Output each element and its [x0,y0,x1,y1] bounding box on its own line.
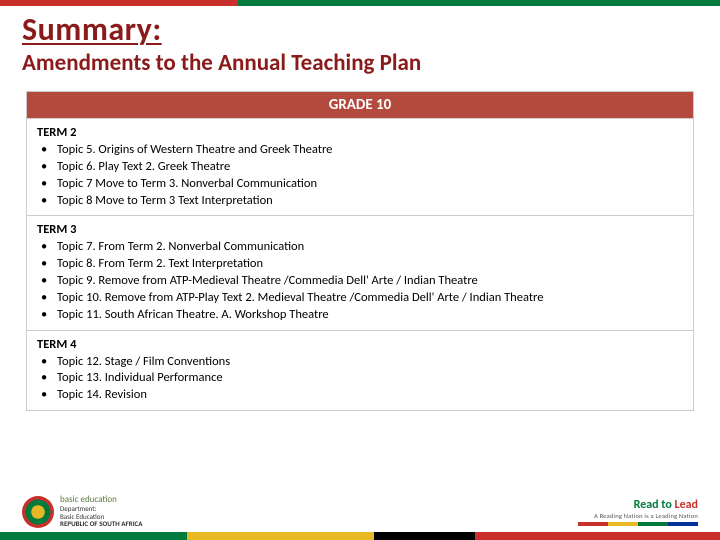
footer-logo-right: Read to Lead A Reading Nation is a Leadi… [578,498,698,526]
list-text: Topic 7. From Term 2. Nonverbal Communic… [57,239,304,256]
list-item: •Topic 7 Move to Term 3. Nonverbal Commu… [41,176,683,193]
top-stripe [0,0,720,6]
content-area: GRADE 10 TERM 2 •Topic 5. Origins of Wes… [0,79,720,411]
page-title: Summary: [22,10,698,49]
list-item: •Topic 10. Remove from ATP-Play Text 2. … [41,290,683,307]
term-list: •Topic 12. Stage / Film Conventions •Top… [37,354,683,405]
list-item: •Topic 14. Revision [41,387,683,404]
term-block: TERM 2 •Topic 5. Origins of Western Thea… [26,119,694,216]
list-text: Topic 9. Remove from ATP-Medieval Theatr… [57,273,478,290]
footer-stripe [0,532,720,540]
brand-tagline: A Reading Nation is a Leading Nation [578,512,698,520]
list-text: Topic 13. Individual Performance [57,370,223,387]
footer-logo-left: basic education Department: Basic Educat… [22,495,143,528]
list-item: •Topic 7. From Term 2. Nonverbal Communi… [41,239,683,256]
list-text: Topic 12. Stage / Film Conventions [57,354,230,371]
read-to-lead: Read to Lead [578,498,698,512]
coat-of-arms-icon [22,496,54,528]
list-item: •Topic 12. Stage / Film Conventions [41,354,683,371]
brand-lead: Lead [675,498,698,512]
header: Summary: Amendments to the Annual Teachi… [0,0,720,79]
term-label: TERM 4 [37,337,683,354]
list-item: •Topic 11. South African Theatre. A. Wor… [41,307,683,324]
footer: basic education Department: Basic Educat… [0,480,720,540]
term-list: •Topic 7. From Term 2. Nonverbal Communi… [37,239,683,323]
list-text: Topic 8. From Term 2. Text Interpretatio… [57,256,263,273]
list-text: Topic 7 Move to Term 3. Nonverbal Commun… [57,176,317,193]
list-text: Topic 5. Origins of Western Theatre and … [57,142,332,159]
list-text: Topic 14. Revision [57,387,147,404]
list-item: •Topic 9. Remove from ATP-Medieval Theat… [41,273,683,290]
brand-to: to [659,498,675,512]
term-block: TERM 3 •Topic 7. From Term 2. Nonverbal … [26,216,694,330]
term-block: TERM 4 •Topic 12. Stage / Film Conventio… [26,331,694,412]
list-text: Topic 6. Play Text 2. Greek Theatre [57,159,230,176]
page-subtitle: Amendments to the Annual Teaching Plan [22,49,698,77]
term-label: TERM 2 [37,125,683,142]
list-item: •Topic 8. From Term 2. Text Interpretati… [41,256,683,273]
term-list: •Topic 5. Origins of Western Theatre and… [37,142,683,210]
list-text: Topic 11. South African Theatre. A. Work… [57,307,329,324]
list-item: •Topic 5. Origins of Western Theatre and… [41,142,683,159]
footer-dept-text: basic education Department: Basic Educat… [60,495,143,528]
list-text: Topic 8 Move to Term 3 Text Interpretati… [57,193,273,210]
brand-read: Read [634,498,659,512]
dept-sub3: REPUBLIC OF SOUTH AFRICA [60,520,143,528]
brand-stripe-icon [578,522,698,526]
list-item: •Topic 6. Play Text 2. Greek Theatre [41,159,683,176]
term-label: TERM 3 [37,222,683,239]
grade-header: GRADE 10 [26,91,694,119]
list-text: Topic 10. Remove from ATP-Play Text 2. M… [57,290,543,307]
list-item: •Topic 8 Move to Term 3 Text Interpretat… [41,193,683,210]
list-item: •Topic 13. Individual Performance [41,370,683,387]
